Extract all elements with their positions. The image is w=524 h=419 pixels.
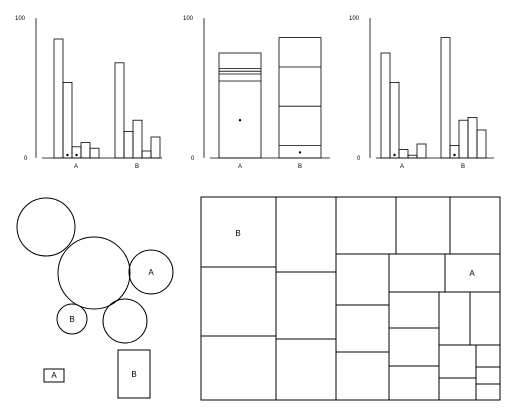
square-b — [117, 349, 151, 399]
category-label-a: A — [400, 164, 404, 170]
bar — [476, 129, 487, 159]
bar — [150, 136, 161, 159]
treemap-label-b: B — [235, 229, 240, 238]
stack-bar — [218, 52, 262, 159]
bar — [80, 142, 91, 159]
bar — [89, 147, 100, 159]
circle-2 — [57, 236, 131, 310]
treemap-label-a: A — [469, 269, 475, 278]
dot-marker — [75, 153, 78, 157]
bar — [458, 119, 469, 159]
bar — [389, 82, 400, 159]
stacked-bar-chart-middle: 100 0 A B — [183, 16, 330, 170]
circle-3-label: A — [148, 268, 154, 277]
circle-4 — [56, 303, 88, 335]
bar — [53, 38, 64, 159]
bar — [380, 52, 391, 159]
dot-marker — [66, 153, 69, 157]
bar — [440, 37, 451, 159]
bar — [114, 62, 125, 159]
bar — [71, 146, 82, 159]
circle-1 — [16, 197, 76, 257]
category-label-b: B — [461, 164, 465, 170]
circle-5 — [102, 298, 148, 344]
bar — [132, 119, 143, 159]
category-label-a: A — [74, 164, 78, 170]
treemap-frame — [200, 196, 501, 401]
square-b-label: B — [131, 370, 136, 379]
bar — [141, 150, 152, 159]
bar — [62, 82, 73, 159]
bar — [398, 149, 409, 159]
dot-marker — [238, 119, 242, 122]
circle-4-label: B — [69, 315, 74, 324]
y-tick-bottom: 0 — [357, 156, 361, 162]
dot-marker — [453, 153, 456, 157]
category-label-a: A — [238, 164, 242, 170]
stack-bar — [278, 37, 322, 159]
category-label-b: B — [135, 164, 139, 170]
dot-marker — [393, 153, 396, 157]
y-tick-bottom: 0 — [191, 156, 195, 162]
bubble-diagram: A B A B — [16, 197, 174, 399]
circle-3 — [128, 249, 174, 295]
dot-marker — [298, 151, 302, 154]
square-a — [43, 368, 65, 383]
treemap: B A — [200, 196, 501, 401]
bar-chart-right: 100 0 A B — [349, 16, 494, 170]
square-a-label: A — [51, 371, 57, 380]
bar — [123, 130, 134, 159]
y-tick-top: 100 — [15, 16, 26, 22]
bar — [407, 154, 418, 159]
y-tick-top: 100 — [349, 16, 360, 22]
category-label-b: B — [298, 164, 302, 170]
y-tick-bottom: 0 — [24, 156, 28, 162]
y-tick-top: 100 — [183, 16, 194, 22]
bar-chart-left: 100 0 A B — [15, 16, 162, 170]
bar — [416, 143, 427, 159]
bar — [467, 117, 478, 159]
